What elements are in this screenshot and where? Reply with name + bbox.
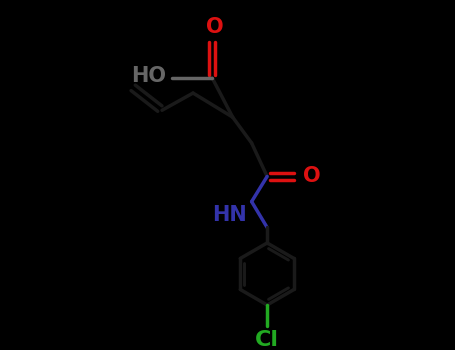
Text: HN: HN	[212, 205, 247, 225]
Text: Cl: Cl	[255, 330, 279, 350]
Text: HO: HO	[131, 66, 166, 86]
Text: O: O	[303, 166, 320, 186]
Text: O: O	[206, 17, 223, 37]
